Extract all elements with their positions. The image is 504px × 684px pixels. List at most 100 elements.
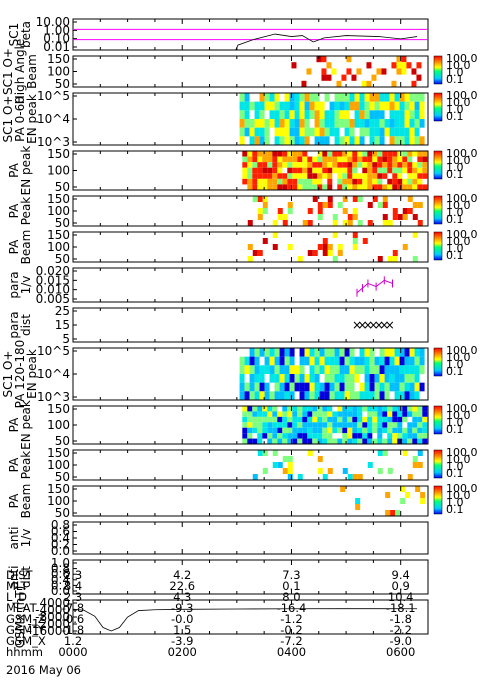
heatmap-cell [322, 184, 328, 190]
heatmap-cell [324, 136, 330, 145]
heatmap-cell [367, 162, 373, 168]
heatmap-cell [252, 151, 258, 157]
heatmap-cell [417, 416, 423, 423]
heatmap-cell [377, 416, 383, 423]
heatmap-cell [254, 119, 260, 128]
heatmap-cell [242, 411, 248, 417]
heatmap-cell [287, 208, 293, 214]
heatmap-cell [404, 365, 410, 374]
heatmap-cell [357, 438, 363, 444]
heatmap-cell [327, 151, 333, 157]
heatmap-cell [402, 162, 408, 168]
ephem-cell: 1.2 [63, 634, 83, 648]
heatmap-cell [394, 382, 400, 392]
heatmap-cell [302, 178, 308, 185]
heatmap-cell [377, 422, 383, 428]
heatmap-cell [407, 427, 413, 434]
heatmap-cell [269, 348, 275, 357]
ylabel-line: 1/v [19, 276, 33, 295]
panel-frame [72, 559, 429, 595]
heatmap-cell [402, 438, 408, 444]
ytick-label: 10^5 [37, 89, 70, 103]
heatmap-cell [400, 498, 406, 504]
ephem-cell: 7.3 [282, 568, 301, 582]
heatmap-cell [341, 74, 347, 81]
colorbar-label: 10.0 [446, 409, 471, 422]
heatmap-cell [382, 196, 388, 202]
heatmap-cell [262, 416, 268, 423]
heatmap-cell [282, 422, 288, 428]
heatmap-cell [277, 427, 283, 434]
heatmap-cell [369, 93, 375, 102]
heatmap-cell [272, 156, 278, 163]
ytick-label: 150 [47, 228, 70, 242]
heatmap-cell [247, 433, 253, 439]
heatmap-cell [339, 374, 345, 383]
ylabel-line: Peak [19, 451, 33, 480]
heatmap-cell [317, 427, 323, 434]
heatmap-cell [374, 391, 380, 400]
heatmap-cell [334, 119, 340, 128]
heatmap-cell [287, 411, 293, 417]
colorbar-label: 0.1 [446, 423, 464, 436]
colorbar-label: 10.0 [446, 453, 471, 466]
heatmap-cell [304, 356, 310, 366]
heatmap-cell [379, 127, 385, 137]
heatmap-cell [239, 365, 245, 374]
heatmap-cell [329, 365, 335, 374]
heatmap-cell [314, 356, 320, 366]
heatmap-cell [407, 438, 413, 444]
heatmap-cell [382, 162, 388, 168]
heatmap-cell [409, 348, 415, 357]
heatmap-cell [282, 173, 288, 179]
ytick-label: 4000 [39, 596, 70, 610]
ytick-label: 15 [55, 318, 70, 332]
heatmap-cell [404, 374, 410, 383]
heatmap-cell [362, 416, 368, 423]
heatmap-cell [274, 101, 280, 111]
heatmap-cell [312, 438, 318, 444]
ephem-cell: 2.3 [63, 590, 83, 604]
heatmap-cell [347, 220, 353, 226]
heatmap-cell [382, 416, 388, 423]
heatmap-cell [314, 391, 320, 400]
heatmap-cell [337, 178, 343, 185]
heatmap-cell [247, 244, 253, 250]
heatmap-cell [274, 374, 280, 383]
heatmap-cell [377, 468, 383, 474]
colorbar-label: 0.1 [446, 467, 464, 480]
heatmap-cell [267, 422, 273, 428]
heatmap-cell [264, 119, 270, 128]
heatmap-cell [347, 422, 353, 428]
ytick-label: 150 [47, 192, 70, 206]
heatmap-cell [362, 406, 368, 412]
heatmap-cell [322, 202, 328, 208]
heatmap-cell [274, 110, 280, 119]
ephem-cell: 10.4 [387, 590, 414, 604]
heatmap-cell [369, 110, 375, 119]
heatmap-cell [292, 422, 298, 428]
heatmap-cell [369, 127, 375, 137]
heatmap-cell [349, 365, 355, 374]
heatmap-cell [312, 433, 318, 439]
heatmap-cell [364, 356, 370, 366]
heatmap-cell [317, 244, 323, 250]
heatmap-cell [272, 416, 278, 423]
heatmap-cell [412, 178, 418, 185]
ytick-label: -12000 [27, 617, 70, 631]
heatmap-cell [272, 450, 278, 456]
heatmap-cell [392, 433, 398, 439]
heatmap-cell [297, 184, 303, 190]
heatmap-cell [344, 93, 350, 102]
heatmap-cell [377, 438, 383, 444]
heatmap-cell [387, 468, 393, 474]
heatmap-cell [322, 244, 328, 250]
heatmap-cell [387, 156, 393, 163]
heatmap-cell [324, 365, 330, 374]
heatmap-cell [382, 450, 388, 456]
ephem-cell: 0.9 [391, 579, 410, 593]
ytick-label: 0.0 [51, 544, 70, 558]
